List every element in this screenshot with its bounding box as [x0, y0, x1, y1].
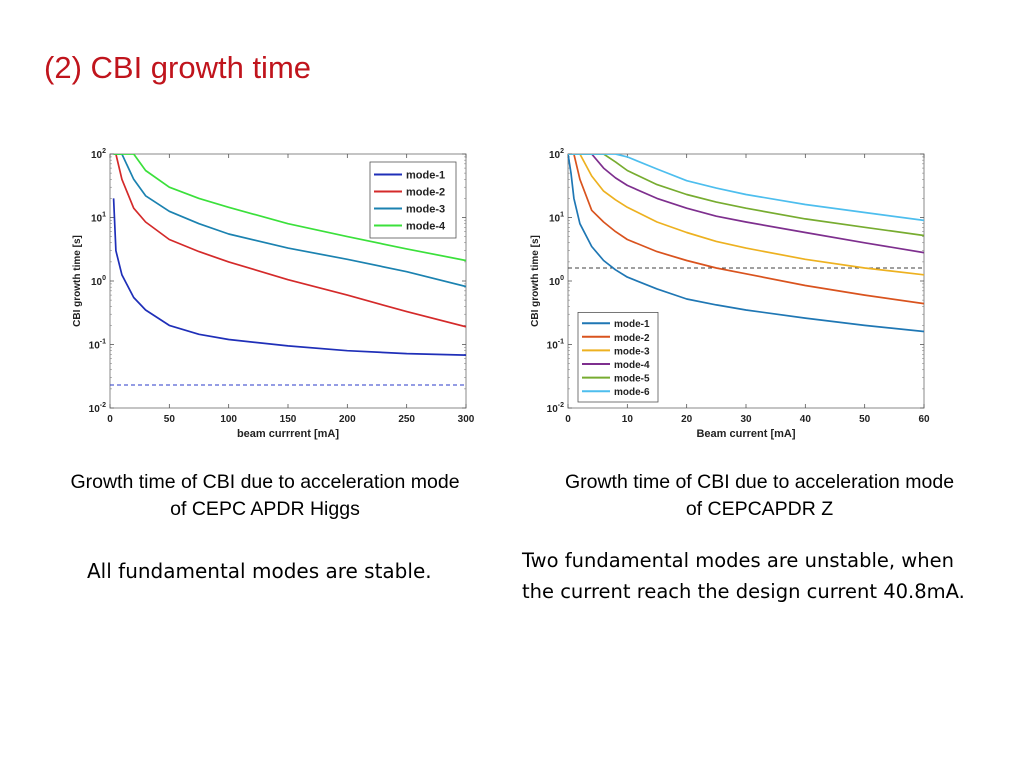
chart1-y-tick-exp-3: 1	[560, 212, 564, 219]
note-right: Two fundamental modes are unstable, when…	[522, 545, 965, 607]
chart0-series-group	[112, 154, 466, 356]
chart0-y-tick-base-0: 10	[89, 404, 101, 415]
note-left: All fundamental modes are stable.	[87, 556, 432, 587]
chart1-y-tick-label-1: 10-1	[547, 339, 564, 352]
chart1-y-tick-exp-4: 2	[560, 148, 564, 155]
chart0-y-tick-label-4: 102	[91, 148, 106, 161]
chart0-x-tick-label-2: 100	[220, 414, 237, 425]
chart1-series-mode-2	[568, 154, 924, 305]
chart0-y-tick-exp-1: -1	[100, 339, 106, 346]
chart0-y-tick-base-4: 10	[91, 150, 103, 161]
chart1-x-tick-label-0: 0	[565, 414, 571, 425]
chart0-y-tick-exp-4: 2	[102, 148, 106, 155]
chart0-x-tick-label-6: 300	[458, 414, 475, 425]
chart1-legend-box	[577, 311, 659, 403]
chart1-legend-label-mode-5: mode-5	[614, 374, 650, 385]
chart1-x-tick-label-3: 30	[740, 414, 752, 425]
caption-right-line1: Growth time of CBI due to acceleration m…	[564, 471, 955, 493]
chart0-x-tick-label-3: 150	[280, 414, 297, 425]
chart0-y-tick-exp-0: -2	[100, 402, 106, 409]
chart-z: 0 10 20 30 40 50 60 10-2 10-1 100 101 102 Beam curre…	[524, 140, 944, 450]
chart0-y-tick-label-0: 10-2	[89, 402, 106, 415]
chart1-x-tick-label-6: 60	[918, 414, 930, 425]
chart1-series-mode-5	[568, 154, 924, 237]
chart0-y-tick-label-1: 10-1	[89, 339, 106, 352]
chart0-legend-label-mode-4: mode-4	[406, 221, 446, 233]
chart0-legend-label-mode-3: mode-3	[406, 204, 445, 216]
chart0-y-axis-label: CBI growth time [s]	[72, 235, 83, 327]
chart1-legend-label-mode-1: mode-1	[614, 319, 650, 330]
chart1-legend-label-mode-3: mode-3	[614, 346, 650, 357]
chart0-x-axis-label: beam currrent [mA]	[237, 428, 339, 440]
chart0-y-tick-exp-3: 1	[102, 212, 106, 219]
caption-right-line2: of CEPCAPDR Z	[685, 498, 834, 520]
chart1-y-tick-exp-1: -1	[558, 339, 564, 346]
chart0-y-tick-base-1: 10	[89, 341, 101, 352]
chart1-y-tick-base-1: 10	[547, 341, 559, 352]
chart1-y-tick-label-0: 10-2	[547, 402, 564, 415]
chart1-x-tick-label-5: 50	[859, 414, 871, 425]
caption-left-line2: of CEPC APDR Higgs	[170, 498, 360, 520]
chart1-x-tick-label-2: 20	[681, 414, 693, 425]
chart-higgs: 0 50 100 150 200 250 300 10-2 10-1 100 101 102 beam …	[66, 140, 486, 450]
chart1-legend-label-mode-6: mode-6	[614, 387, 650, 398]
chart0-x-tick-label-0: 0	[107, 414, 113, 425]
chart0-series-mode-3	[113, 154, 466, 288]
note-right-line2: the current reach the design current 40.…	[522, 580, 965, 603]
chart1-y-tick-label-4: 102	[549, 148, 564, 161]
chart1-x-tick-label-1: 10	[622, 414, 634, 425]
chart0-x-tick-label-5: 250	[398, 414, 415, 425]
chart0-y-tick-exp-2: 0	[102, 275, 106, 282]
chart0-y-tick-base-2: 10	[91, 277, 103, 288]
chart0-y-tick-label-2: 100	[91, 275, 106, 288]
chart0-y-tick-label-3: 101	[91, 212, 106, 225]
chart1-x-axis-label: Beam current [mA]	[696, 428, 795, 440]
chart0-x-tick-label-4: 200	[339, 414, 356, 425]
note-right-line1: Two fundamental modes are unstable, when	[522, 549, 954, 572]
chart-higgs-svg: 0 50 100 150 200 250 30010-210-1100101102beam …	[72, 148, 475, 440]
chart1-y-tick-label-2: 100	[549, 275, 564, 288]
caption-right: Growth time of CBI due to acceleration m…	[522, 469, 997, 523]
chart1-y-axis-label: CBI growth time [s]	[530, 235, 541, 327]
chart1-y-tick-base-2: 10	[549, 277, 561, 288]
chart1-series-group	[568, 154, 924, 333]
chart0-y-tick-base-3: 10	[91, 214, 103, 225]
chart1-series-mode-4	[568, 154, 924, 254]
slide-title: (2) CBI growth time	[44, 50, 312, 85]
chart1-series-mode-6	[568, 154, 924, 222]
chart0-series-mode-4	[113, 154, 466, 262]
chart0-legend-label-mode-2: mode-2	[406, 187, 445, 199]
chart1-y-tick-label-3: 101	[549, 212, 564, 225]
chart1-series-mode-1	[568, 154, 924, 333]
chart1-y-tick-exp-0: -2	[558, 402, 564, 409]
chart0-legend-label-mode-1: mode-1	[406, 170, 445, 182]
chart1-legend-label-mode-2: mode-2	[614, 333, 650, 344]
chart1-y-tick-exp-2: 0	[560, 275, 564, 282]
caption-left-line1: Growth time of CBI due to acceleration m…	[70, 471, 460, 493]
chart1-y-tick-base-3: 10	[549, 214, 561, 225]
chart1-y-tick-base-4: 10	[549, 150, 561, 161]
caption-left: Growth time of CBI due to acceleration m…	[30, 469, 500, 523]
chart0-series-mode-2	[113, 154, 466, 328]
chart1-legend-label-mode-4: mode-4	[614, 360, 650, 371]
chart1-series-mode-3	[568, 154, 924, 276]
chart1-y-tick-base-0: 10	[547, 404, 559, 415]
chart0-x-tick-label-1: 50	[164, 414, 176, 425]
note-left-text: All fundamental modes are stable.	[87, 559, 432, 583]
chart0-series-mode-1	[112, 198, 466, 356]
chart1-x-tick-label-4: 40	[800, 414, 812, 425]
